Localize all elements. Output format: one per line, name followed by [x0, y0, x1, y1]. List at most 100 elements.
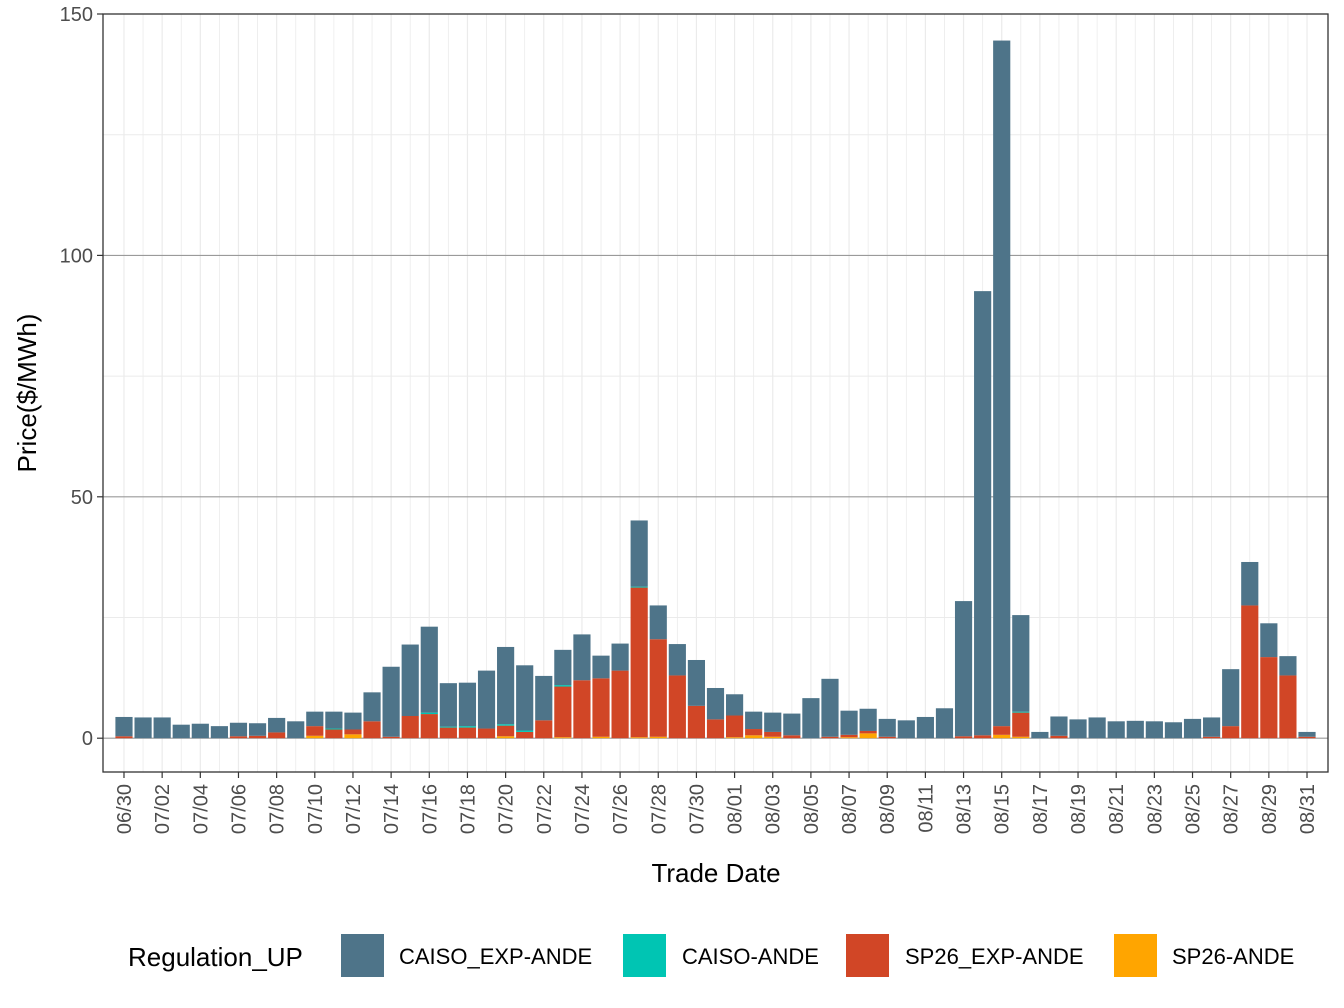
x-tick-label: 08/15 — [992, 784, 1014, 834]
bar-segment — [516, 731, 534, 739]
bar-segment — [1183, 718, 1202, 739]
bar-segment — [439, 726, 457, 728]
bar-segment — [878, 736, 896, 739]
y-tick-label: 50 — [71, 487, 93, 509]
bar-segment — [935, 708, 954, 739]
legend-key — [846, 934, 889, 977]
bar-segment — [706, 687, 725, 720]
bar-segment — [1012, 711, 1030, 713]
bar-segment — [1222, 726, 1240, 739]
bar-segment — [897, 720, 915, 739]
bar-segment — [306, 726, 324, 736]
bar-segment — [993, 734, 1011, 739]
x-tick-label: 07/14 — [381, 784, 403, 834]
bar-segment — [172, 724, 190, 739]
bar-segment — [802, 698, 820, 739]
bar-segment — [630, 586, 648, 588]
x-tick-label: 07/20 — [496, 784, 518, 834]
bar-segment — [668, 675, 686, 739]
bar-segment — [344, 712, 362, 730]
y-axis-title: Price($/MWh) — [12, 314, 42, 473]
bar-segment — [592, 736, 610, 739]
bar-segment — [1298, 736, 1316, 739]
bar-segment — [630, 587, 648, 738]
bar-segment — [745, 735, 763, 739]
bar-segment — [1050, 716, 1068, 736]
bar-segment — [325, 729, 343, 739]
y-axis: 0 50 100 150 — [60, 4, 103, 750]
bar-segment — [134, 717, 152, 739]
legend-label: CAISO-ANDE — [682, 944, 819, 969]
bar-segment — [268, 717, 286, 733]
bar-segment — [248, 723, 267, 736]
bar-segment — [649, 605, 667, 640]
bar-segment — [153, 717, 171, 739]
bar-segment — [649, 736, 667, 739]
bar-segment — [859, 730, 877, 734]
bar-segment — [115, 716, 133, 737]
x-tick-label: 07/18 — [457, 784, 479, 834]
bar-segment — [306, 735, 324, 739]
x-tick-label: 07/30 — [686, 784, 708, 834]
x-tick-label: 08/07 — [839, 784, 861, 834]
bar-segment — [458, 726, 477, 728]
legend-label: SP26-ANDE — [1172, 944, 1294, 969]
x-tick-label: 08/13 — [954, 784, 976, 834]
bar-segment — [1260, 657, 1278, 739]
x-tick-label: 08/27 — [1221, 784, 1243, 834]
x-tick-label: 08/11 — [915, 784, 937, 833]
x-axis: 06/30 07/02 07/04 07/06 07/08 07/10 07/12 07/14… — [114, 772, 1319, 834]
x-tick-label: 08/17 — [1030, 784, 1052, 834]
bar-segment — [497, 646, 515, 725]
grid-lines — [103, 13, 1328, 772]
y-tick-label: 100 — [60, 245, 93, 267]
x-tick-label: 06/30 — [114, 784, 136, 834]
bar-segment — [974, 735, 992, 739]
bar-segment — [1126, 720, 1144, 739]
bar-segment — [745, 729, 763, 736]
bar-segment — [764, 731, 782, 737]
bar-segment — [210, 726, 228, 739]
bar-segment — [325, 711, 343, 729]
x-tick-label: 07/22 — [534, 784, 556, 834]
bar-segment — [1145, 721, 1163, 739]
bar-segment — [306, 711, 324, 727]
bar-segment — [439, 683, 457, 727]
bar-segment — [725, 715, 744, 738]
bar-segment — [954, 601, 973, 737]
bar-segment — [1031, 731, 1049, 739]
bar-segment — [401, 715, 419, 739]
bar-segment — [840, 710, 858, 735]
bar-segment — [592, 678, 610, 737]
x-tick-label: 07/16 — [419, 784, 441, 834]
x-tick-label: 08/03 — [763, 784, 785, 834]
x-tick-label: 08/01 — [725, 784, 747, 834]
bar-segment — [1298, 731, 1316, 737]
panel-border — [102, 13, 1329, 773]
bar-segment — [497, 736, 515, 739]
bar-segment — [401, 644, 419, 716]
y-tick-label: 150 — [60, 4, 93, 26]
legend-title: Regulation_UP — [128, 942, 303, 972]
bar-segment — [916, 716, 934, 739]
bar-segment — [821, 736, 839, 739]
bar-segment — [1241, 605, 1259, 739]
x-tick-label: 08/25 — [1183, 784, 1205, 834]
x-tick-label: 07/02 — [152, 784, 174, 834]
bar-segment — [745, 711, 763, 730]
bar-segment — [477, 728, 496, 739]
bar-segment — [630, 737, 648, 739]
x-tick-label: 07/10 — [305, 784, 327, 834]
bar-segment — [1012, 736, 1030, 739]
bar-segment — [1164, 722, 1183, 739]
bar-segment — [687, 659, 706, 706]
bar-segment — [1279, 675, 1297, 739]
legend-key — [341, 934, 384, 977]
bar-segment — [954, 736, 973, 739]
bar-segment — [363, 692, 381, 722]
x-tick-label: 08/05 — [801, 784, 823, 834]
bar-segment — [993, 726, 1011, 735]
bar-segment — [229, 722, 248, 737]
bar-segment — [516, 665, 534, 731]
